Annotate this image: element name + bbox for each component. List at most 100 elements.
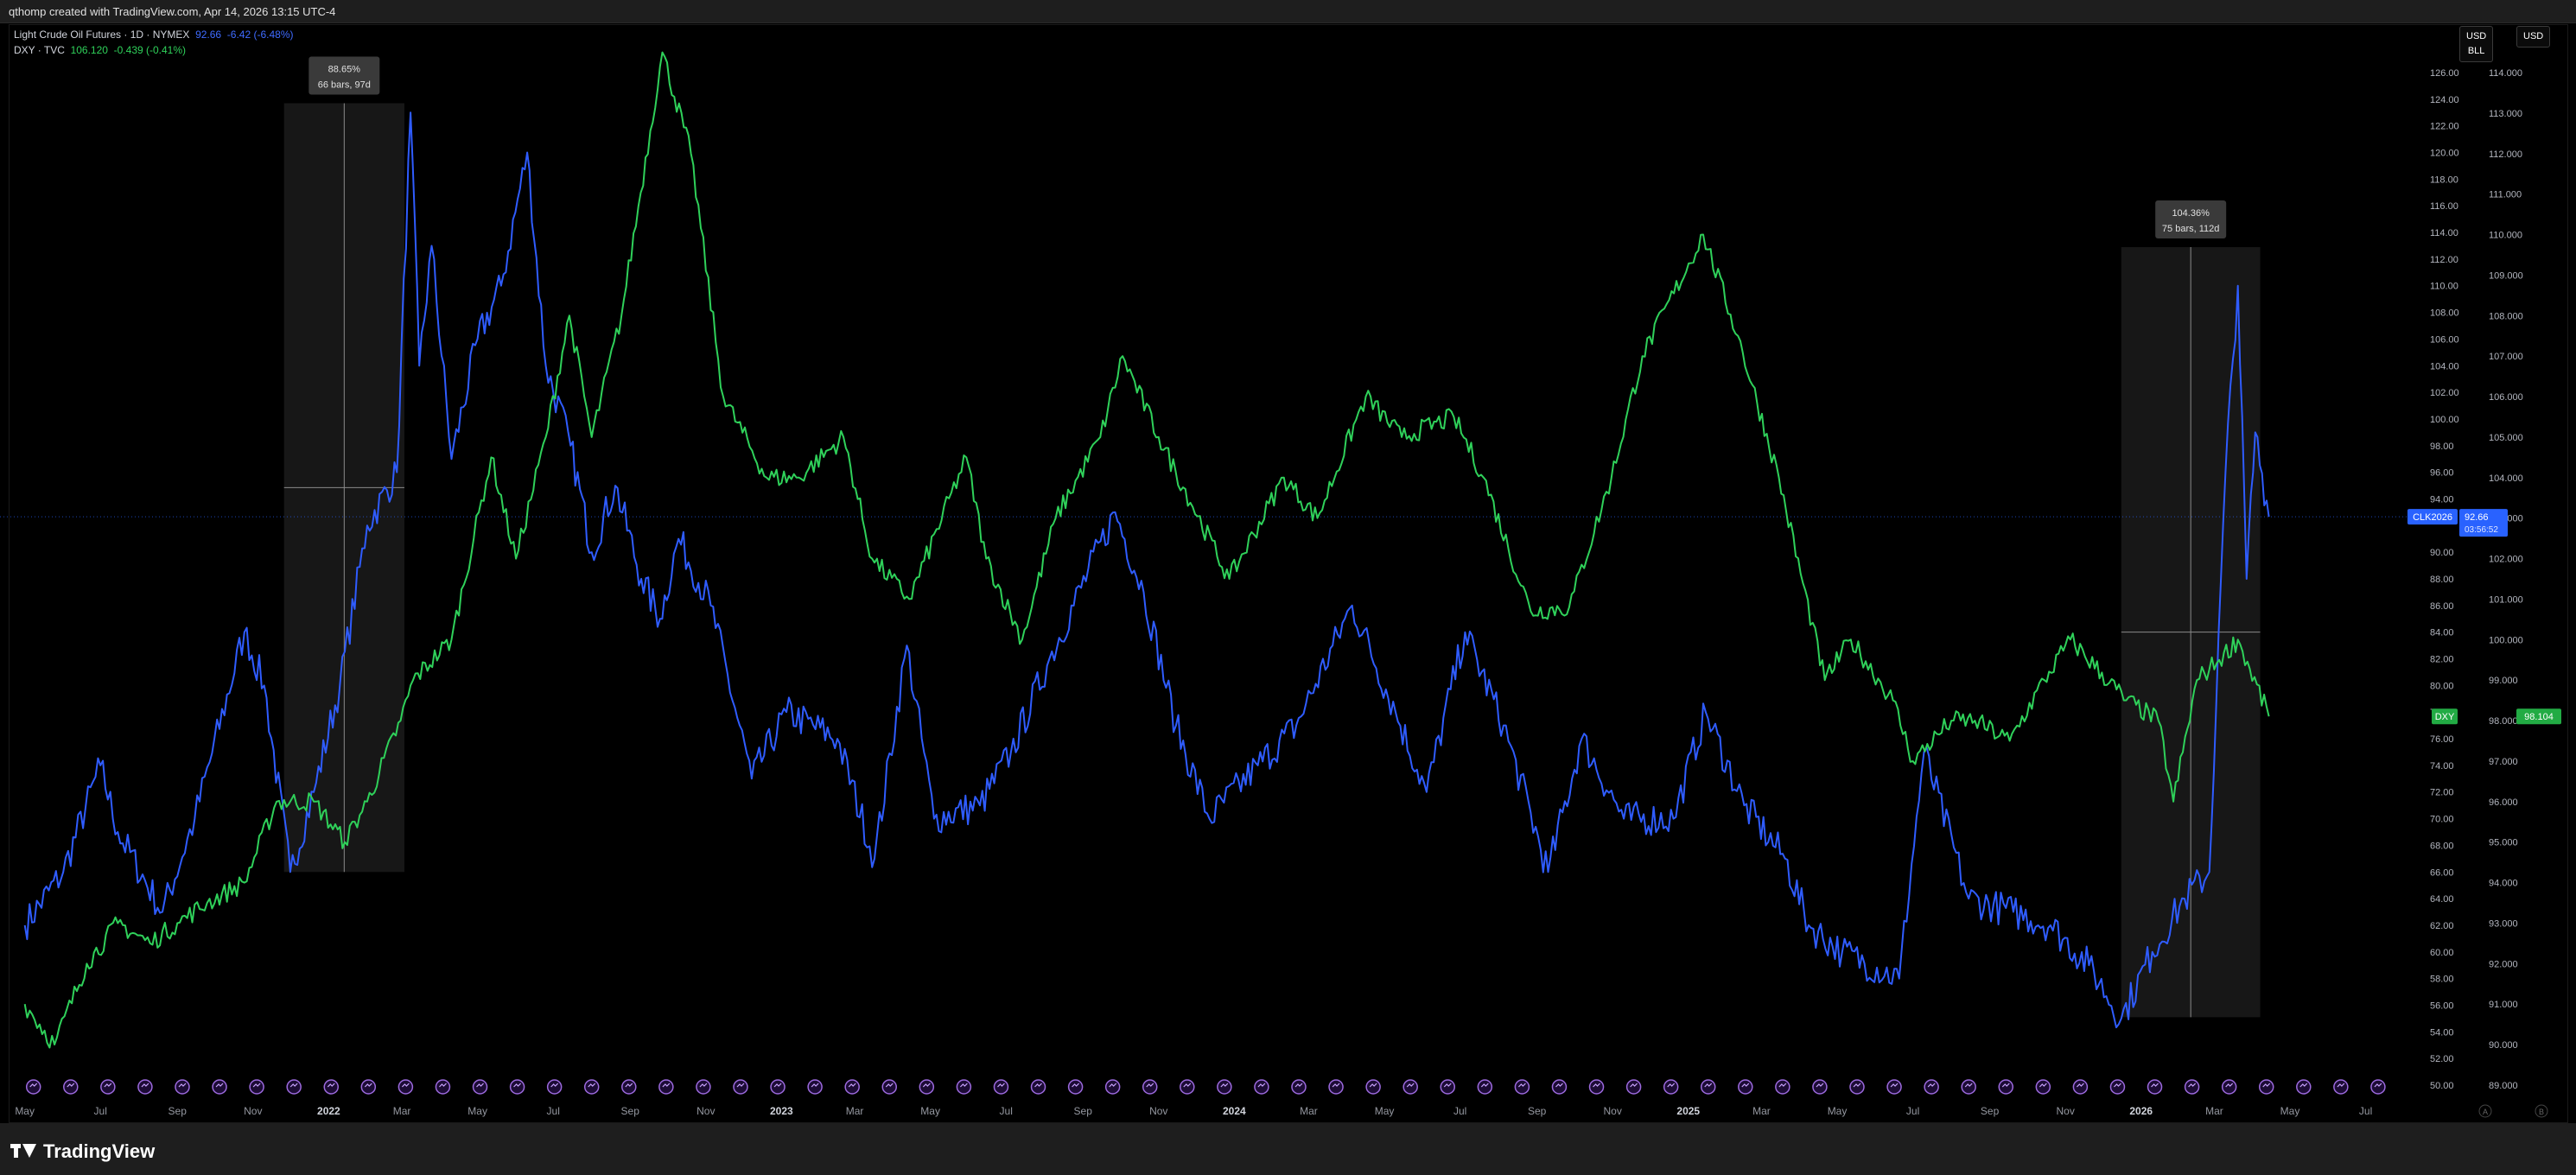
legend-oil-value: 92.66 bbox=[195, 29, 222, 41]
x-axis-label: Jul bbox=[2359, 1105, 2372, 1117]
event-marker-icon bbox=[472, 1079, 488, 1095]
event-marker-icon bbox=[323, 1079, 339, 1095]
y-left-tick-label: 88.00 bbox=[2430, 575, 2454, 585]
event-marker-glyph bbox=[885, 1083, 894, 1088]
event-marker-icon bbox=[583, 1079, 600, 1095]
event-marker-glyph bbox=[1741, 1083, 1750, 1088]
event-marker-icon bbox=[546, 1079, 563, 1095]
x-axis-label: Jul bbox=[1453, 1105, 1466, 1117]
event-marker-icon bbox=[1886, 1079, 1902, 1095]
label-layer: CLK2026 92.66 03:56:52 DXY 98.104 bbox=[2407, 509, 2561, 725]
y-right-tick-label: 106.000 bbox=[2489, 392, 2523, 403]
y-left-tick-label: 82.00 bbox=[2430, 655, 2454, 665]
legend-oil-name: Light Crude Oil Futures · 1D · NYMEX bbox=[14, 29, 190, 41]
y-left-tick-label: 66.00 bbox=[2430, 867, 2454, 878]
measure-layer: 88.65% 66 bars, 97d 104.36% 75 bars, 112d bbox=[283, 56, 2261, 1018]
tradingview-logo-icon bbox=[10, 1144, 36, 1159]
y-right-tick-label: 109.000 bbox=[2489, 270, 2523, 281]
x-axis-label: 2022 bbox=[317, 1105, 340, 1117]
event-marker-icon bbox=[1738, 1079, 1753, 1095]
tradingview-logo[interactable]: TradingView bbox=[10, 1140, 155, 1163]
event-marker-glyph bbox=[141, 1083, 149, 1088]
event-marker-icon bbox=[175, 1079, 190, 1095]
event-marker-glyph bbox=[1964, 1083, 1973, 1088]
y-left-tick-label: 110.00 bbox=[2430, 282, 2458, 292]
y-right-tick-label: 101.000 bbox=[2489, 594, 2523, 605]
event-marker-icon bbox=[1104, 1079, 1121, 1095]
event-marker-icon bbox=[435, 1079, 451, 1095]
series-line-dxy bbox=[23, 51, 2270, 1049]
event-marker-icon bbox=[1180, 1079, 1195, 1095]
x-axis-label: May bbox=[467, 1105, 487, 1117]
y-left-tick-label: 112.00 bbox=[2430, 255, 2458, 265]
oil-price-badge bbox=[2459, 509, 2508, 537]
event-marker-icon bbox=[137, 1079, 153, 1095]
x-axis-label: 2025 bbox=[1676, 1105, 1700, 1117]
y-left-tick-label: 118.00 bbox=[2430, 175, 2458, 185]
event-marker-icon bbox=[696, 1079, 711, 1095]
event-marker-icon bbox=[1440, 1079, 1456, 1095]
event-marker-icon bbox=[1849, 1079, 1865, 1095]
chart-svg: 88.65% 66 bars, 97d 104.36% 75 bars, 112d 1… bbox=[0, 51, 2561, 1118]
y-left-tick-label: 122.00 bbox=[2430, 122, 2459, 132]
event-marker-glyph bbox=[513, 1083, 522, 1088]
y-left-tick-label: 86.00 bbox=[2430, 601, 2454, 612]
event-marker-glyph bbox=[289, 1083, 298, 1088]
y-left-tick-label: 70.00 bbox=[2430, 815, 2454, 825]
event-marker-icon bbox=[1588, 1079, 1605, 1095]
event-marker-icon bbox=[733, 1079, 748, 1095]
right-scale-currency: USD bbox=[2523, 31, 2544, 41]
event-marker-icon bbox=[1067, 1079, 1084, 1095]
legend-row-dxy[interactable]: DXY · TVC 106.120 -0.439 (-0.41%) bbox=[14, 44, 186, 56]
series-line-oil bbox=[23, 111, 2270, 1029]
event-marker-glyph bbox=[997, 1083, 1005, 1088]
x-axis-label: May bbox=[2280, 1105, 2300, 1117]
x-axis-label: May bbox=[1375, 1105, 1395, 1117]
event-marker-icon bbox=[2258, 1079, 2274, 1095]
event-marker-glyph bbox=[1593, 1083, 1600, 1088]
right-scale-currency-button[interactable]: USD bbox=[2516, 26, 2551, 48]
event-marker-glyph bbox=[1443, 1083, 1452, 1088]
event-marker-glyph bbox=[29, 1083, 38, 1088]
y-left-tick-label: 116.00 bbox=[2430, 201, 2458, 212]
event-marker-glyph bbox=[104, 1083, 112, 1088]
event-marker-icon bbox=[1625, 1079, 1642, 1095]
y-right-tick-label: 113.000 bbox=[2489, 109, 2522, 119]
event-marker-icon bbox=[398, 1079, 414, 1095]
event-marker-glyph bbox=[1517, 1083, 1526, 1088]
event-marker-icon bbox=[2072, 1079, 2089, 1095]
legend-dxy-value: 106.120 bbox=[70, 44, 108, 56]
event-marker-glyph bbox=[178, 1083, 187, 1088]
y-left-tick-label: 60.00 bbox=[2430, 948, 2454, 958]
y-right-tick-label: 105.000 bbox=[2489, 433, 2523, 443]
oil-symbol-badge bbox=[2407, 509, 2458, 525]
event-marker-glyph bbox=[773, 1083, 782, 1088]
left-scale-unit-button[interactable]: USD BLL bbox=[2459, 26, 2494, 62]
x-axis-label: 2026 bbox=[2129, 1105, 2153, 1117]
event-marker-glyph bbox=[811, 1083, 819, 1088]
tradingview-brand-text: TradingView bbox=[43, 1140, 156, 1162]
event-marker-icon bbox=[1514, 1079, 1530, 1095]
y-right-tick-label: 93.000 bbox=[2489, 918, 2518, 929]
event-marker-icon bbox=[2296, 1079, 2312, 1095]
y-right-tick-label: 102.000 bbox=[2489, 555, 2523, 565]
event-marker-glyph bbox=[1853, 1083, 1861, 1088]
x-axis-label: Nov bbox=[244, 1105, 262, 1117]
dxy-symbol-badge bbox=[2432, 708, 2458, 725]
y-left-tick-label: 56.00 bbox=[2430, 1000, 2454, 1011]
x-axis-label: Jul bbox=[1906, 1105, 1919, 1117]
event-marker-icon bbox=[621, 1079, 637, 1095]
y-left-tick-label: 90.00 bbox=[2430, 548, 2454, 558]
legend-row-oil[interactable]: Light Crude Oil Futures · 1D · NYMEX 92.… bbox=[14, 29, 293, 41]
event-marker-icon bbox=[1775, 1079, 1790, 1095]
x-axis-label: Sep bbox=[1074, 1105, 1093, 1117]
event-marker-glyph bbox=[364, 1083, 372, 1088]
event-marker-glyph bbox=[1034, 1083, 1042, 1088]
x-axis-label: May bbox=[15, 1105, 35, 1117]
event-marker-icon bbox=[1551, 1079, 1568, 1095]
event-marker-icon bbox=[1291, 1079, 1307, 1095]
left-scale-unit: BLL bbox=[2467, 46, 2485, 56]
event-marker-icon bbox=[1812, 1079, 1828, 1095]
y-right-tick-label: 89.000 bbox=[2489, 1081, 2518, 1091]
event-marker-glyph bbox=[1257, 1083, 1266, 1088]
